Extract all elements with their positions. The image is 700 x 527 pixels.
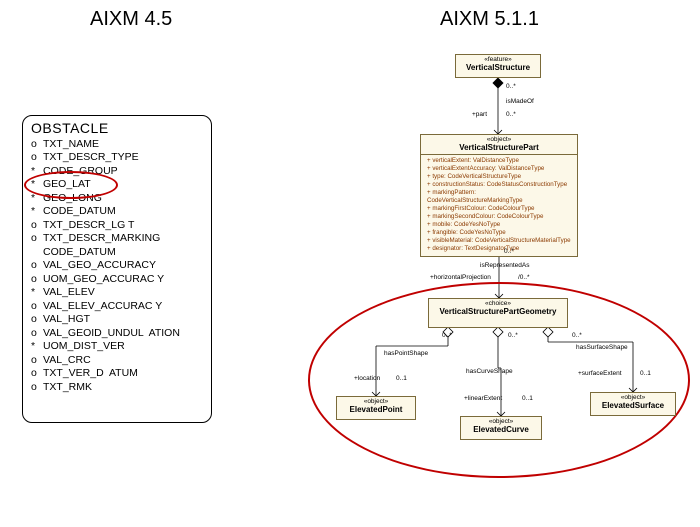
obstacle-attr: oVAL_GEOID_UNDUL ATION	[31, 327, 203, 341]
obstacle-attr: oUOM_GEO_ACCURAC Y	[31, 273, 203, 287]
edge-label-multBelowVs: 0..*	[506, 83, 516, 90]
title-right: AIXM 5.1.1	[440, 8, 539, 31]
edge-label-sfTop: 0..*	[572, 332, 582, 339]
edge-label-surfRole: +surfaceExtent	[578, 370, 622, 377]
edge-label-partMult: 0..*	[506, 111, 516, 118]
edge-label-cvTop: 0..*	[508, 332, 518, 339]
obstacle-attr: *GEO_LAT	[31, 178, 203, 192]
obstacle-attr: *VAL_ELEV	[31, 286, 203, 300]
edge-label-geomMultTop: 0..*	[504, 248, 514, 255]
edge-label-locRole: +location	[354, 375, 380, 382]
obstacle-attr: *GEO_LONG	[31, 192, 203, 206]
obstacle-box: OBSTACLE oTXT_NAMEoTXT_DESCR_TYPE*CODE_G…	[22, 115, 212, 423]
uml-class-ec: «object»ElevatedCurve	[460, 416, 542, 440]
edge-label-surfMult: 0..1	[640, 370, 651, 377]
obstacle-attr: *CODE_DATUM	[31, 205, 203, 219]
edge-label-linMult: 0..1	[522, 395, 533, 402]
edge-label-hasCurve: hasCurveShape	[466, 368, 513, 375]
obstacle-attr: oVAL_ELEV_ACCURAC Y	[31, 300, 203, 314]
edge-label-geomMult: /0..*	[518, 274, 530, 281]
obstacle-attr: oVAL_CRC	[31, 354, 203, 368]
uml-class-ep: «object»ElevatedPoint	[336, 396, 416, 420]
obstacle-attr: oTXT_DESCR_LG T	[31, 219, 203, 233]
obstacle-title: OBSTACLE	[31, 122, 203, 136]
obstacle-attr: oTXT_VER_D ATUM	[31, 367, 203, 381]
edge-label-isRepAs: isRepresentedAs	[480, 262, 530, 269]
edge-label-ptTop: 0..*	[442, 332, 452, 339]
uml-class-vsp: «object»VerticalStructurePart+ verticalE…	[420, 134, 578, 257]
edge-label-hasSurface: hasSurfaceShape	[576, 344, 628, 351]
obstacle-attr: *CODE_GROUP	[31, 165, 203, 179]
uml-diagram: «feature»VerticalStructure «object»Vertic…	[300, 50, 695, 520]
obstacle-attr: CODE_DATUM	[31, 246, 203, 260]
uml-class-vs: «feature»VerticalStructure	[455, 54, 541, 78]
edge-label-horizProj: +horizontalProjection	[430, 274, 491, 281]
obstacle-attr: oVAL_GEO_ACCURACY	[31, 259, 203, 273]
edge-label-locMult: 0..1	[396, 375, 407, 382]
obstacle-attr: oTXT_DESCR_MARKING	[31, 232, 203, 246]
obstacle-attr: *UOM_DIST_VER	[31, 340, 203, 354]
uml-class-es: «object»ElevatedSurface	[590, 392, 676, 416]
obstacle-attr: oTXT_RMK	[31, 381, 203, 395]
uml-class-geom: «choice»VerticalStructurePartGeometry	[428, 298, 568, 328]
uml-connections	[300, 50, 695, 520]
edge-label-isMadeOf: isMadeOf	[506, 98, 534, 105]
obstacle-attr-list: oTXT_NAMEoTXT_DESCR_TYPE*CODE_GROUP*GEO_…	[31, 138, 203, 395]
obstacle-attr: oTXT_NAME	[31, 138, 203, 152]
obstacle-attr: oVAL_HGT	[31, 313, 203, 327]
edge-label-hasPoint: hasPointShape	[384, 350, 428, 357]
edge-label-linRole: +linearExtent	[464, 395, 502, 402]
edge-label-partRole: +part	[472, 111, 487, 118]
title-left: AIXM 4.5	[90, 8, 172, 31]
obstacle-attr: oTXT_DESCR_TYPE	[31, 151, 203, 165]
